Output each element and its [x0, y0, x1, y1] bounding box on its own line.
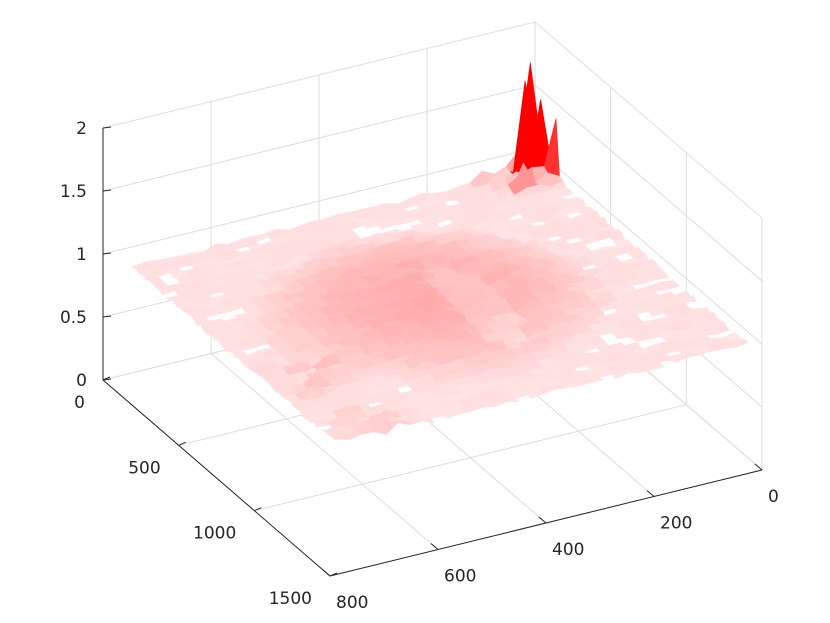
y-tick-mark [646, 490, 655, 497]
y-tick-label: 800 [336, 593, 368, 613]
z-tick-mark [102, 126, 112, 129]
x-tick-label: 500 [128, 458, 160, 478]
x-tick-mark [254, 507, 262, 512]
x-tick-label: 0 [74, 393, 85, 413]
y-tick-label: 600 [444, 567, 476, 587]
floor-grid-line-y [210, 353, 439, 550]
tick-labels: 0 500 1000 1500 0 200 400 600 800 0 0.5 1 1.5 2 [60, 119, 779, 613]
axes [102, 126, 763, 577]
y-tick-mark [430, 543, 439, 550]
wall-grid-line-z [102, 84, 536, 192]
x-tick-mark [329, 572, 338, 577]
z-tick-label: 1.5 [60, 182, 87, 202]
box-edge [102, 21, 536, 129]
z-tick-mark [102, 189, 112, 192]
z-tick-label: 2 [76, 119, 87, 139]
surface-patch [334, 434, 351, 440]
x-axis-line [102, 379, 331, 577]
y-tick-mark [538, 516, 547, 524]
x-tick-label: 1000 [193, 524, 236, 544]
y-tick-mark [754, 463, 763, 471]
wall-grid-line-z [534, 147, 763, 345]
y-tick-label: 200 [660, 514, 692, 534]
wall-grid-line-z [102, 147, 536, 255]
z-tick-mark [102, 378, 112, 381]
z-tick-mark [102, 252, 112, 255]
z-tick-label: 0.5 [60, 308, 87, 328]
y-tick-mark [322, 569, 331, 577]
z-tick-mark [102, 315, 112, 318]
x-tick-mark [178, 441, 186, 446]
z-tick-label: 0 [76, 371, 87, 391]
y-tick-label: 400 [552, 540, 584, 560]
z-tick-label: 1 [76, 245, 87, 265]
box-edge [534, 21, 763, 219]
x-tick-label: 1500 [269, 589, 312, 609]
wall-grid-line-z [534, 84, 763, 282]
surface [131, 62, 749, 440]
y-tick-label: 0 [768, 487, 779, 507]
